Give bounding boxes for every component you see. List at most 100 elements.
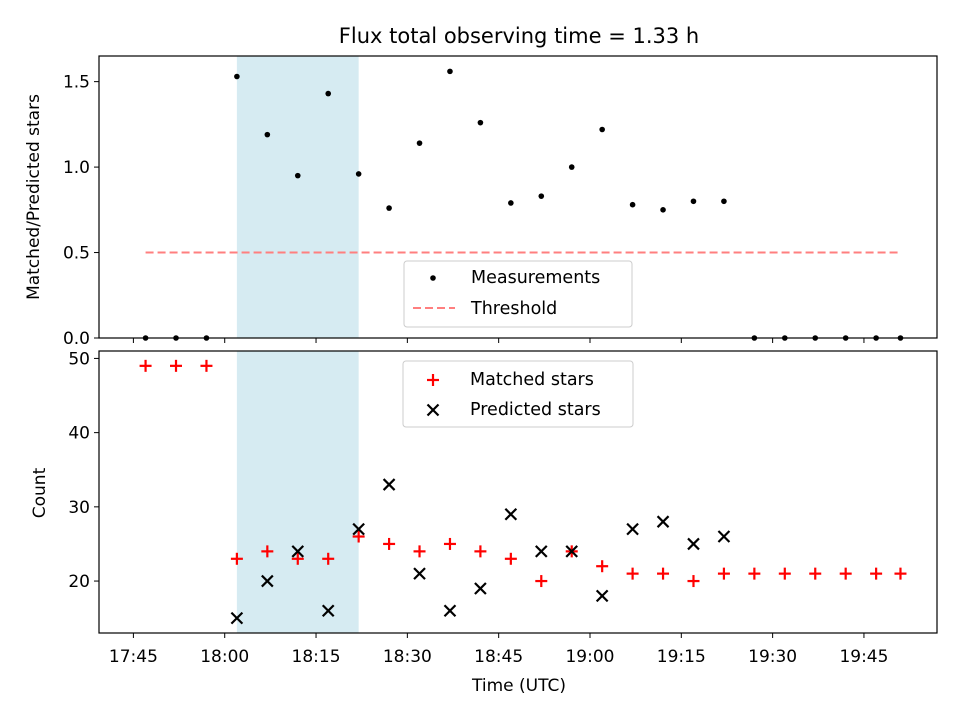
ratio-legend: Measurements Threshold [403,260,633,328]
predicted-star-point-b [626,522,639,536]
observing-window-shade [236,351,359,633]
x-tick-label: 17:45 [109,647,158,667]
ratio-marks [142,68,904,341]
legend-matched-label: Matched stars [470,370,594,390]
matched-star-point [200,359,213,372]
predicted-star-point-b [321,604,335,618]
measurement-point [721,198,727,205]
legend-cross [426,403,440,417]
observing-window-shade [236,56,359,338]
ratio-legend-box [403,260,633,328]
predicted-star-point-b [474,582,487,595]
matched-star-point [139,359,152,372]
count-y-tick-label: 30 [68,498,90,518]
matched-star-point [443,537,456,550]
measurement-point [660,207,666,213]
matched-star-point [352,530,365,543]
predicted-star-point-b [565,545,579,558]
legend-predicted-label: Predicted stars [470,400,601,420]
legend-predicted-marker [426,403,440,417]
x-tick-label: 19:30 [748,647,797,667]
measurement-point [416,140,423,146]
matched-star-point [839,567,852,580]
predicted-star-point-b [595,589,609,603]
matched-star-point [261,545,274,558]
measurement-point [355,171,362,177]
predicted-star-point [687,537,700,551]
matched-star-point [291,552,304,565]
matched-star-point [626,567,639,580]
x-tick-label: 19:15 [657,647,706,667]
count-legend-box [402,360,634,428]
count-legend: Matched stars Predicted stars [402,360,634,428]
ratio-y-axis: 0.0 0.5 1.0 1.5 [63,73,99,349]
predicted-star-point-b [230,611,244,625]
count-y-tick-label: 50 [68,349,90,369]
count-marks [139,359,907,625]
predicted-star-point [474,582,487,595]
predicted-star-point [382,478,396,491]
legend-threshold-label: Threshold [470,299,557,319]
matched-star-point [383,537,396,550]
predicted-star-point-b [504,507,518,521]
predicted-star-point [595,589,609,603]
predicted-star-point-b [535,545,548,558]
matched-star-point [230,552,243,565]
matched-star-point [894,567,907,580]
count-y-axis-label: Count [30,467,50,518]
predicted-star-point-b [352,522,365,536]
chart-title: Flux total observing time = 1.33 h [339,24,699,48]
measurement-point [294,172,301,179]
matched-star-point [474,545,487,558]
predicted-star-point [717,530,731,543]
matched-star-point [170,359,183,372]
matched-star-point [870,567,883,580]
legend-cross-b [426,403,440,417]
predicted-star-point [261,574,274,588]
x-axis-label: Time (UTC) [471,676,566,696]
measurement-point [325,90,332,97]
x-tick-label: 19:45 [839,647,888,667]
matched-star-point [535,575,548,588]
predicted-star-point [413,567,426,580]
predicted-star-point-b [717,530,731,543]
measurement-point [508,200,514,206]
ratio-y-tick-label: 0.0 [63,329,90,349]
ratio-y-tick-label: 1.5 [63,73,90,93]
ratio-y-tick-label: 1.0 [63,158,90,178]
predicted-star-point [291,545,305,558]
predicted-star-point [504,507,518,521]
x-tick-label: 18:00 [200,647,249,667]
predicted-star-point-b [382,478,396,491]
predicted-star-point-b [291,545,305,558]
predicted-star-point [443,604,457,618]
legend-measurements-label: Measurements [471,268,600,288]
measurement-point [477,119,484,126]
predicted-star-point-b [261,574,274,588]
ratio-y-tick-label: 0.5 [63,244,90,264]
ratio-plot-frame [98,55,938,339]
x-tick-label: 18:30 [383,647,432,667]
predicted-star-point-b [656,515,670,528]
count-y-tick-label: 40 [68,424,90,444]
measurement-point [599,126,605,133]
legend-plus [427,374,439,386]
ratio-x-ticks [132,338,865,343]
predicted-star-point-b [443,604,457,618]
count-y-axis: 20 30 40 50 [68,349,99,592]
predicted-star-point [565,545,579,558]
measurement-point [538,193,545,199]
predicted-star-point [321,604,335,618]
matched-star-point [778,567,791,580]
matched-star-point [809,567,822,580]
legend-matched-marker [427,374,439,386]
measurement-point [690,198,697,205]
count-x-axis: 17:45 18:00 18:15 18:30 18:45 19:00 19:15 19:30… [109,633,888,667]
measurement-point [629,201,636,208]
matched-star-point [322,552,335,565]
measurement-point [234,73,240,80]
